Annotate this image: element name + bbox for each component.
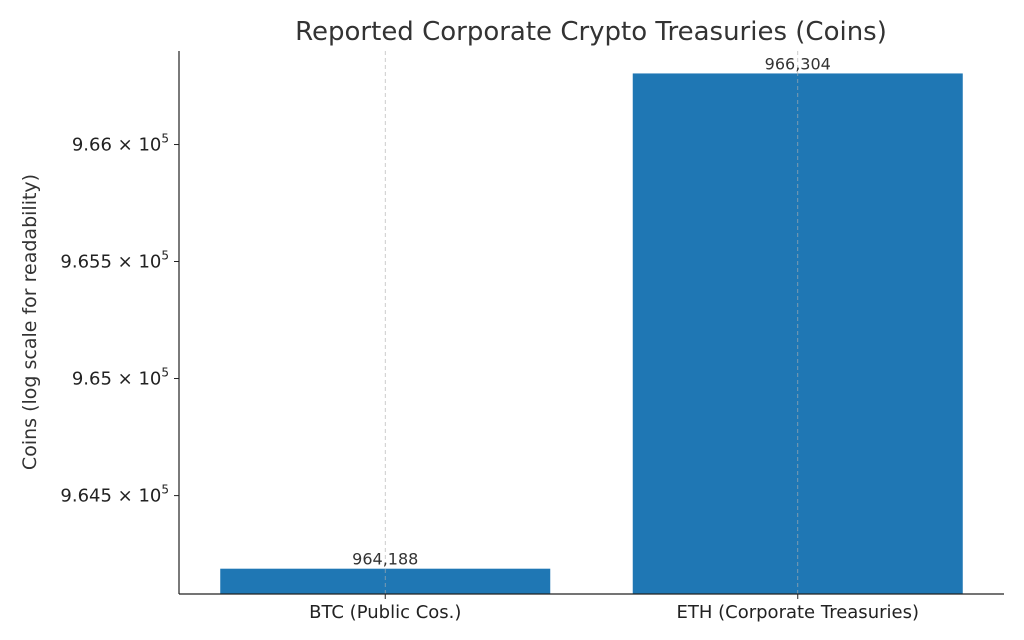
y-axis-label: Coins (log scale for readability) (19, 174, 41, 470)
axes: BTC (Public Cos.) ETH (Corporate Treasuri… (60, 51, 1004, 623)
data-label: 964,188 (352, 550, 418, 569)
y-tick-label: 9.645 × 105 (60, 483, 169, 507)
y-tick-label: 9.65 × 105 (72, 366, 169, 390)
x-tick-label: ETH (Corporate Treasuries) (677, 602, 919, 623)
x-tick-label: BTC (Public Cos.) (309, 602, 461, 623)
bars (220, 73, 963, 594)
chart-title: Reported Corporate Crypto Treasuries (Co… (295, 17, 887, 47)
data-labels: 964,188 966,304 (352, 51, 831, 594)
y-tick-label: 9.655 × 105 (60, 248, 169, 272)
data-label: 966,304 (765, 54, 831, 73)
y-tick-label: 9.66 × 105 (72, 132, 169, 156)
